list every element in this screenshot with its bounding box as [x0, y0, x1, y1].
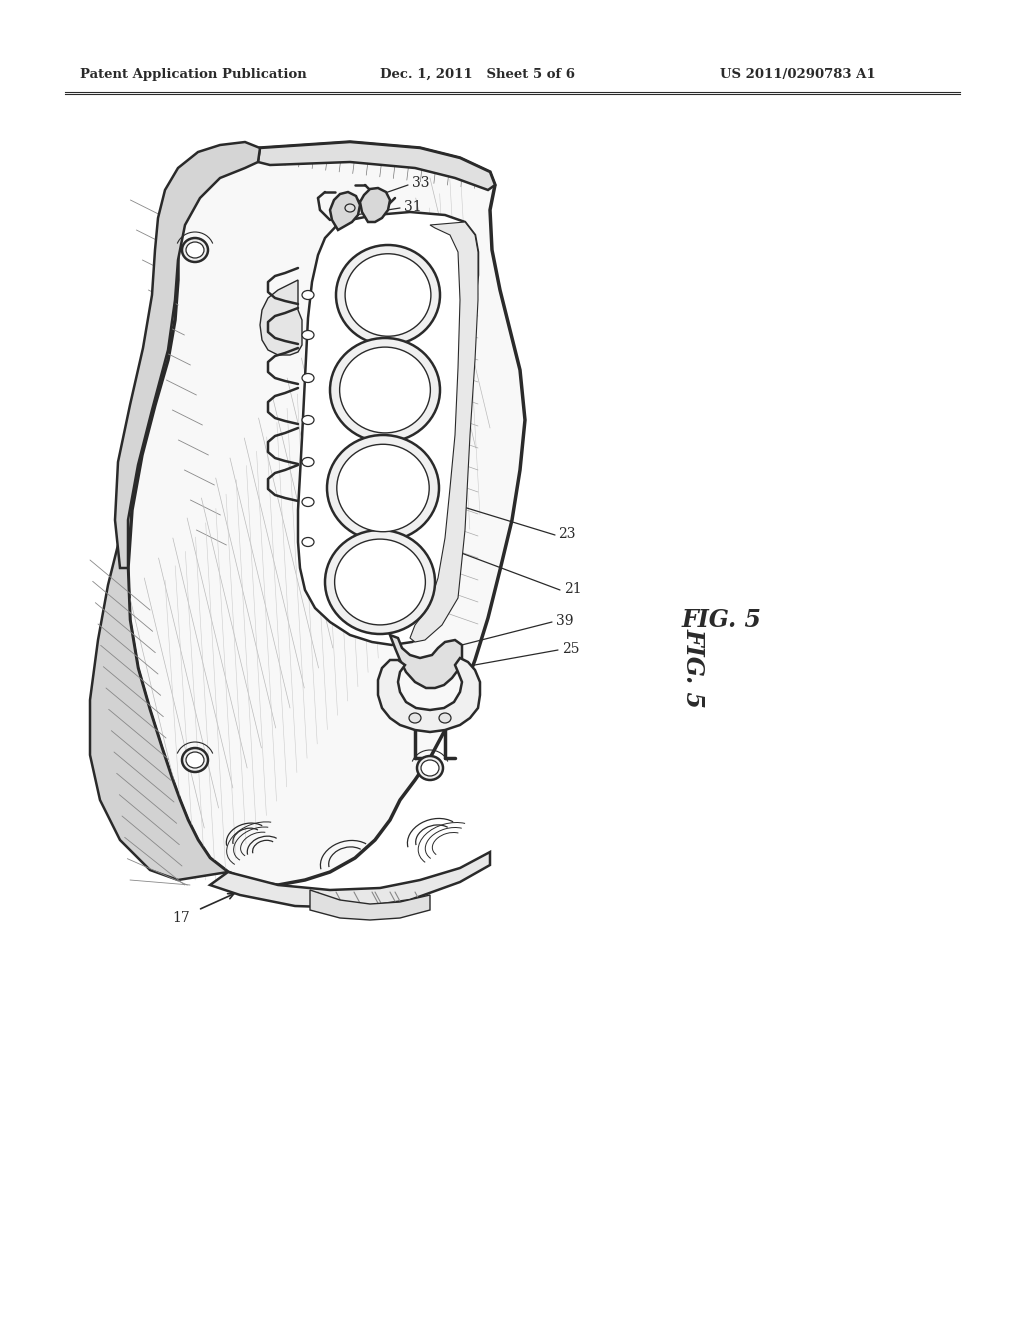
Ellipse shape — [345, 205, 355, 213]
Ellipse shape — [325, 531, 435, 634]
Ellipse shape — [409, 713, 421, 723]
Ellipse shape — [417, 756, 443, 780]
Text: 17: 17 — [172, 911, 189, 925]
Polygon shape — [390, 635, 462, 688]
Polygon shape — [210, 851, 490, 908]
Polygon shape — [115, 143, 260, 568]
Ellipse shape — [327, 436, 439, 541]
Polygon shape — [128, 143, 525, 884]
Ellipse shape — [337, 445, 429, 532]
Ellipse shape — [330, 338, 440, 442]
Text: 39: 39 — [556, 614, 573, 628]
Ellipse shape — [302, 458, 314, 466]
Text: Dec. 1, 2011   Sheet 5 of 6: Dec. 1, 2011 Sheet 5 of 6 — [380, 69, 575, 81]
Ellipse shape — [302, 537, 314, 546]
Text: US 2011/0290783 A1: US 2011/0290783 A1 — [720, 69, 876, 81]
Ellipse shape — [335, 539, 425, 624]
Text: FIG. 5: FIG. 5 — [682, 628, 706, 708]
Ellipse shape — [182, 748, 208, 772]
Ellipse shape — [302, 290, 314, 300]
Ellipse shape — [421, 760, 439, 776]
Text: 33: 33 — [412, 176, 429, 190]
Polygon shape — [378, 657, 480, 733]
Ellipse shape — [302, 498, 314, 507]
Polygon shape — [260, 280, 302, 355]
Text: Patent Application Publication: Patent Application Publication — [80, 69, 307, 81]
Polygon shape — [360, 187, 390, 222]
Ellipse shape — [439, 713, 451, 723]
Text: FIG. 5: FIG. 5 — [682, 609, 762, 632]
Polygon shape — [410, 222, 478, 642]
Ellipse shape — [345, 253, 431, 337]
Ellipse shape — [186, 242, 204, 257]
Polygon shape — [90, 545, 228, 880]
Polygon shape — [330, 191, 360, 230]
Polygon shape — [310, 890, 430, 920]
Text: 25: 25 — [562, 642, 580, 656]
Ellipse shape — [186, 752, 204, 768]
Ellipse shape — [340, 347, 430, 433]
Ellipse shape — [302, 416, 314, 425]
Ellipse shape — [182, 238, 208, 261]
Polygon shape — [258, 143, 495, 190]
Text: 21: 21 — [564, 582, 582, 597]
Ellipse shape — [302, 374, 314, 383]
Ellipse shape — [336, 246, 440, 345]
Ellipse shape — [302, 330, 314, 339]
Text: 23: 23 — [558, 527, 575, 541]
Polygon shape — [298, 213, 478, 645]
Text: 31: 31 — [404, 201, 422, 214]
